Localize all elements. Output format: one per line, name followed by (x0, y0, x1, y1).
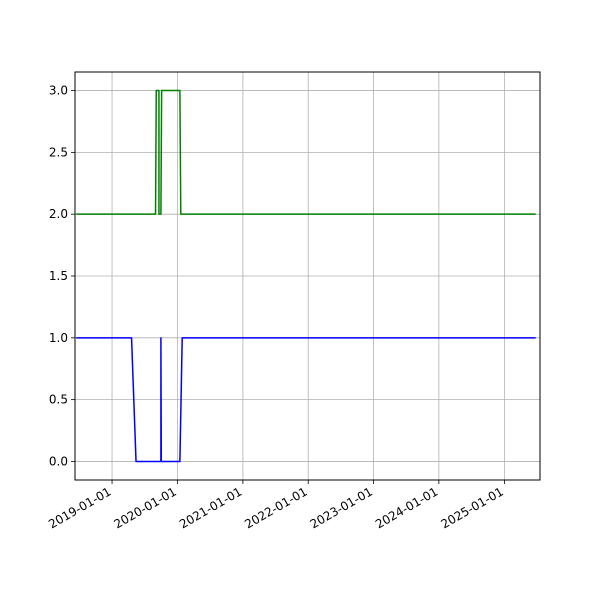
y-tick-label: 1.0 (49, 331, 68, 345)
y-tick-label: 3.0 (49, 84, 68, 98)
x-tick-label: 2023-01-01 (308, 484, 375, 531)
series-line-2 (76, 89, 536, 215)
x-tick-label: 2019-01-01 (46, 484, 113, 531)
series-layer (76, 89, 536, 463)
y-tick-label: 2.5 (49, 145, 68, 159)
grid (75, 72, 540, 480)
x-tick-label: 2020-01-01 (111, 484, 178, 531)
x-tick-label: 2025-01-01 (438, 484, 505, 531)
x-tick-label: 2022-01-01 (242, 484, 309, 531)
x-tick-label: 2021-01-01 (177, 484, 244, 531)
x-axis: 2019-01-012020-01-012021-01-012022-01-01… (46, 480, 506, 531)
y-axis: 0.0 0.5 1.0 1.5 2.0 2.5 3.0 (49, 84, 75, 468)
series-line-1 (76, 337, 536, 463)
y-tick-label: 2.0 (49, 207, 68, 221)
y-tick-label: 1.5 (49, 269, 68, 283)
y-tick-label: 0.5 (49, 393, 68, 407)
y-tick-label: 0.0 (49, 454, 68, 468)
x-tick-label: 2024-01-01 (373, 484, 440, 531)
